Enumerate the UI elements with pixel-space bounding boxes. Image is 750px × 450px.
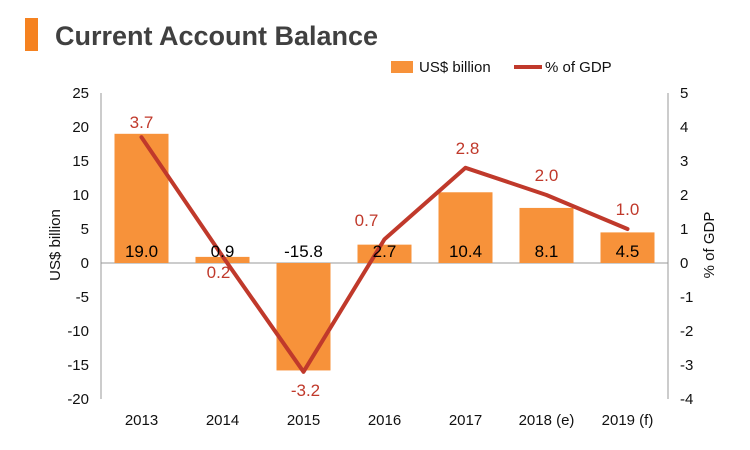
bar-value-label: -15.8 (284, 242, 323, 261)
line-value-label: 0.7 (355, 211, 379, 230)
line-value-label: 1.0 (616, 200, 640, 219)
y-tick-label-left: -5 (76, 289, 89, 306)
bar-value-label: 8.1 (535, 242, 559, 261)
data-labels-group: 19.0 0.9 -15.8 2.7 10.4 8.1 4.5 3.7 0.2 -3.2 0.7 2.… (125, 113, 639, 400)
pct-gdp-line (139, 135, 630, 374)
bar-value-label: 2.7 (373, 242, 397, 261)
y-axis-title-right: % of GDP (701, 212, 718, 279)
bars-group (114, 133, 655, 371)
y-tick-label-right: -2 (680, 323, 693, 340)
bar-value-label: 0.9 (211, 242, 235, 261)
y-tick-label-right: 5 (680, 85, 688, 102)
line-value-label: -3.2 (291, 381, 320, 400)
y-tick-label-right: 0 (680, 255, 688, 272)
y-tick-label-right: 3 (680, 153, 688, 170)
bar (600, 232, 655, 263)
chart-title: Current Account Balance (55, 21, 378, 51)
bar (276, 263, 331, 371)
bar (114, 133, 169, 263)
y-tick-label-left: 15 (72, 153, 89, 170)
bar-value-label: 19.0 (125, 242, 158, 261)
y-tick-label-left: 10 (72, 187, 89, 204)
y-tick-label-left: -20 (67, 391, 89, 408)
line-value-label: 2.8 (456, 139, 480, 158)
y-tick-label-right: 2 (680, 187, 688, 204)
legend-bar-swatch (391, 61, 413, 73)
bar-value-label: 10.4 (449, 242, 482, 261)
x-tick-label: 2014 (206, 412, 239, 429)
x-tick-label: 2015 (287, 412, 320, 429)
y-tick-label-left: -15 (67, 357, 89, 374)
line-value-label: 0.2 (207, 263, 231, 282)
x-tick-label: 2018 (e) (519, 412, 575, 429)
line-group (139, 135, 630, 374)
y-axis-title-left: US$ billion (47, 209, 64, 281)
y-tick-label-right: 4 (680, 119, 688, 136)
x-tick-label: 2017 (449, 412, 482, 429)
title-accent-bar (25, 18, 38, 51)
y-tick-label-right: 1 (680, 221, 688, 238)
x-tick-label: 2013 (125, 412, 158, 429)
y-tick-label-left: 5 (81, 221, 89, 238)
x-tick-label: 2019 (f) (602, 412, 654, 429)
legend-bar-label: US$ billion (419, 59, 491, 76)
line-value-label: 2.0 (535, 166, 559, 185)
x-tick-label: 2016 (368, 412, 401, 429)
y-tick-label-left: 20 (72, 119, 89, 136)
line-value-label: 3.7 (130, 113, 154, 132)
y-tick-label-left: 25 (72, 85, 89, 102)
y-tick-label-right: -4 (680, 391, 693, 408)
y-tick-label-left: 0 (81, 255, 89, 272)
y-tick-label-right: -3 (680, 357, 693, 374)
y-tick-label-right: -1 (680, 289, 693, 306)
bar (519, 207, 574, 263)
bar (195, 256, 250, 263)
bar-value-label: 4.5 (616, 242, 640, 261)
legend-line-label: % of GDP (545, 59, 612, 76)
bar (438, 192, 493, 263)
y-tick-label-left: -10 (67, 323, 89, 340)
